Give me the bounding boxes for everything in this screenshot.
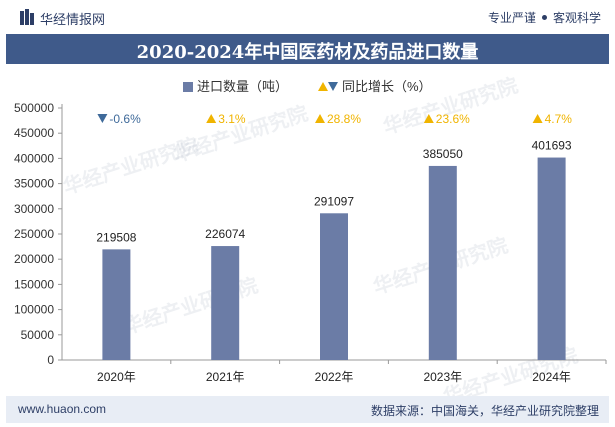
- growth-down-icon: [97, 114, 108, 123]
- brand-name: 华经情报网: [40, 12, 106, 27]
- bar-chart: 0 50000 100000 150000 200000 250000 300000 3500…: [14, 101, 607, 384]
- bar-value-label: 226074: [205, 227, 245, 241]
- bar: [320, 213, 348, 360]
- y-tick-label: 350000: [14, 177, 54, 191]
- bar: [211, 246, 240, 360]
- footer-site: www.huaon.com: [18, 402, 107, 416]
- bar-value-label: 291097: [314, 194, 354, 208]
- slogan-right: 客观科学: [552, 11, 601, 25]
- y-tick-label: 150000: [14, 277, 54, 291]
- y-tick-label: 200000: [14, 252, 54, 266]
- bar: [102, 249, 131, 360]
- bar: [428, 165, 457, 360]
- legend-growth-label: 同比增长（%）: [342, 79, 432, 94]
- slogan: 专业严谨 客观科学: [488, 9, 601, 26]
- x-tick-label: 2020年: [97, 370, 136, 384]
- legend-item-growth: 同比增长（%）: [318, 76, 432, 95]
- x-tick-label: 2021年: [206, 370, 245, 384]
- bar-value-label: 385050: [423, 147, 463, 161]
- y-tick-label: 0: [47, 353, 54, 367]
- y-tick-label: 400000: [14, 151, 54, 165]
- footer-source: 数据来源：中国海关，华经产业研究院整理: [370, 404, 599, 418]
- footer-bar: www.huaon.com 数据来源：中国海关，华经产业研究院整理: [6, 396, 609, 423]
- legend-item-volume: 进口数量（吨）: [183, 76, 288, 95]
- y-tick-label: 300000: [14, 202, 54, 216]
- y-tick-label: 100000: [14, 303, 54, 317]
- growth-up-icon: [532, 114, 543, 123]
- x-tick-label: 2022年: [315, 370, 354, 384]
- chart-title: 2020-2024年中国医药材及药品进口数量: [136, 42, 479, 63]
- growth-label: 4.7%: [545, 112, 573, 126]
- x-tick-label: 2024年: [532, 370, 571, 384]
- growth-up-icon: [423, 114, 434, 123]
- growth-label: 23.6%: [436, 112, 470, 126]
- slogan-left: 专业严谨: [487, 11, 536, 25]
- bar-value-label: 219508: [96, 230, 136, 244]
- y-tick-label: 500000: [14, 101, 54, 115]
- legend: 进口数量（吨） 同比增长（%）: [0, 76, 615, 94]
- header-bar: 华经情报网 专业严谨 客观科学: [0, 0, 615, 34]
- growth-up-icon: [315, 114, 325, 123]
- bar-value-label: 401693: [532, 139, 572, 153]
- y-tick-label: 50000: [21, 328, 55, 342]
- title-bar: 2020-2024年中国医药材及药品进口数量: [6, 34, 609, 64]
- triangle-down-icon: [328, 82, 338, 91]
- x-tick-label: 2023年: [423, 370, 462, 384]
- logo-icon: [20, 9, 34, 25]
- legend-bar-swatch-icon: [183, 82, 193, 92]
- bar: [537, 157, 566, 360]
- growth-label: 3.1%: [218, 112, 246, 126]
- growth-label: -0.6%: [109, 112, 141, 126]
- growth-up-icon: [206, 114, 217, 123]
- growth-label: 28.8%: [327, 112, 361, 126]
- dot-icon: [541, 15, 547, 21]
- y-tick-label: 450000: [14, 126, 54, 140]
- y-tick-label: 250000: [14, 227, 54, 241]
- triangle-up-icon: [318, 82, 328, 91]
- legend-volume-label: 进口数量（吨）: [197, 79, 289, 94]
